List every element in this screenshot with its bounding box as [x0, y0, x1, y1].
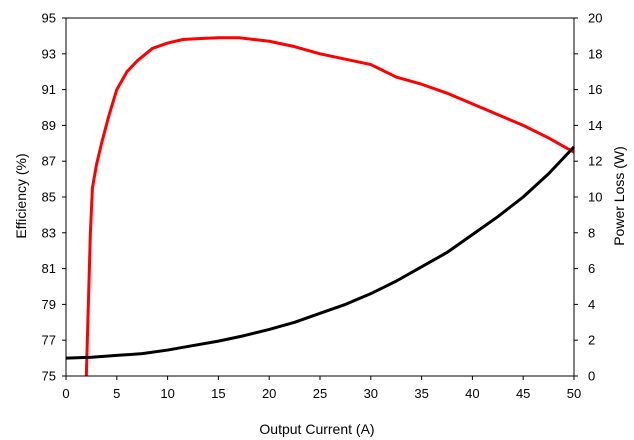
efficiency-line: [84, 36, 575, 377]
y-left-tick-label: 89: [42, 118, 56, 133]
y-right-tick-label: 14: [588, 118, 602, 133]
plot-frame: [65, 17, 575, 377]
y-right-tick-label: 20: [588, 11, 602, 26]
y-right-tick-label: 18: [588, 46, 602, 61]
y-right-tick-label: 16: [588, 82, 602, 97]
x-tick-label: 35: [414, 386, 428, 401]
x-tick-label: 45: [516, 386, 530, 401]
power-loss-line: [65, 145, 576, 360]
y-right-tick-label: 4: [588, 297, 595, 312]
plot-area: [66, 18, 574, 376]
y-left-tick-label: 95: [42, 11, 56, 26]
x-tick-label: 15: [211, 386, 225, 401]
y-left-tick-label: 91: [42, 82, 56, 97]
y-left-tick-label: 83: [42, 225, 56, 240]
y-left-tick-label: 75: [42, 369, 56, 384]
y-left-tick-label: 79: [42, 297, 56, 312]
y-right-tick-label: 10: [588, 190, 602, 205]
series-layer: [65, 36, 576, 377]
y-right-tick-label: 6: [588, 261, 595, 276]
y-right-tick-label: 0: [588, 369, 595, 384]
x-axis-title: Output Current (A): [259, 421, 374, 437]
x-tick-label: 25: [313, 386, 327, 401]
x-tick-label: 50: [567, 386, 581, 401]
y-left-tick-label: 87: [42, 154, 56, 169]
x-tick-label: 20: [262, 386, 276, 401]
axes-layer: 0 5 10 15 20 25 30 35 40 45 5075777981838587899193…: [42, 11, 603, 402]
x-tick-label: 10: [160, 386, 174, 401]
y-left-tick-label: 77: [42, 333, 56, 348]
y-axis-right-title: Power Loss (W): [611, 146, 627, 246]
plot-background: [66, 18, 574, 376]
y-right-tick-label: 8: [588, 225, 595, 240]
x-tick-label: 40: [465, 386, 479, 401]
y-left-tick-label: 81: [42, 261, 56, 276]
x-tick-label: 0: [62, 386, 69, 401]
x-tick-label: 5: [113, 386, 120, 401]
y-right-tick-label: 2: [588, 333, 595, 348]
y-left-tick-label: 93: [42, 46, 56, 61]
y-right-tick-label: 12: [588, 154, 602, 169]
x-tick-label: 30: [364, 386, 378, 401]
y-left-tick-label: 85: [42, 190, 56, 205]
y-axis-left-title: Efficiency (%): [13, 153, 29, 238]
